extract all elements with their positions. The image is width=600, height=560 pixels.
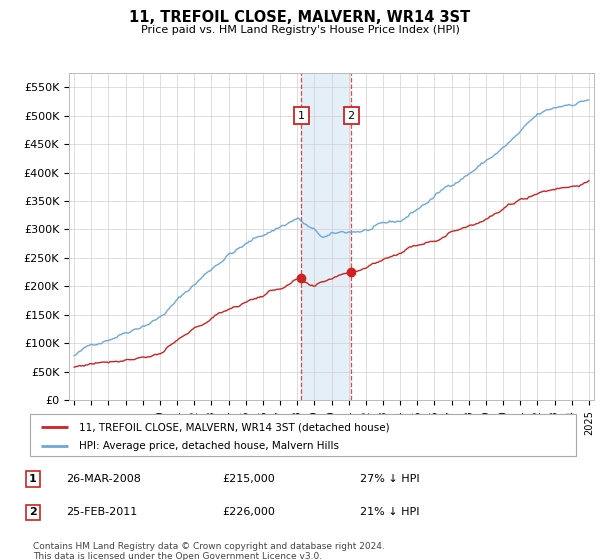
Text: 1: 1 [29, 474, 37, 484]
Text: 26-MAR-2008: 26-MAR-2008 [66, 474, 141, 484]
Text: 11, TREFOIL CLOSE, MALVERN, WR14 3ST: 11, TREFOIL CLOSE, MALVERN, WR14 3ST [130, 10, 470, 25]
Text: Contains HM Land Registry data © Crown copyright and database right 2024.
This d: Contains HM Land Registry data © Crown c… [33, 542, 385, 560]
Text: 2: 2 [29, 507, 37, 517]
Text: 27% ↓ HPI: 27% ↓ HPI [360, 474, 419, 484]
Text: £215,000: £215,000 [222, 474, 275, 484]
Text: 21% ↓ HPI: 21% ↓ HPI [360, 507, 419, 517]
Text: 25-FEB-2011: 25-FEB-2011 [66, 507, 137, 517]
Text: Price paid vs. HM Land Registry's House Price Index (HPI): Price paid vs. HM Land Registry's House … [140, 25, 460, 35]
Text: 2: 2 [347, 110, 355, 120]
Bar [301, 73, 351, 400]
Text: 11, TREFOIL CLOSE, MALVERN, WR14 3ST (detached house): 11, TREFOIL CLOSE, MALVERN, WR14 3ST (de… [79, 422, 390, 432]
Text: £226,000: £226,000 [222, 507, 275, 517]
Text: HPI: Average price, detached house, Malvern Hills: HPI: Average price, detached house, Malv… [79, 441, 339, 451]
Text: 1: 1 [298, 110, 305, 120]
FancyBboxPatch shape [30, 414, 576, 456]
